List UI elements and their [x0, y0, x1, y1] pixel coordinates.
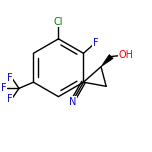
Text: F: F: [1, 83, 7, 93]
Text: F: F: [7, 73, 12, 83]
Text: Cl: Cl: [54, 17, 63, 26]
Text: F: F: [7, 94, 12, 104]
Text: OH: OH: [118, 50, 133, 60]
Text: N: N: [69, 97, 77, 107]
Text: F: F: [93, 38, 99, 48]
Polygon shape: [101, 55, 113, 67]
